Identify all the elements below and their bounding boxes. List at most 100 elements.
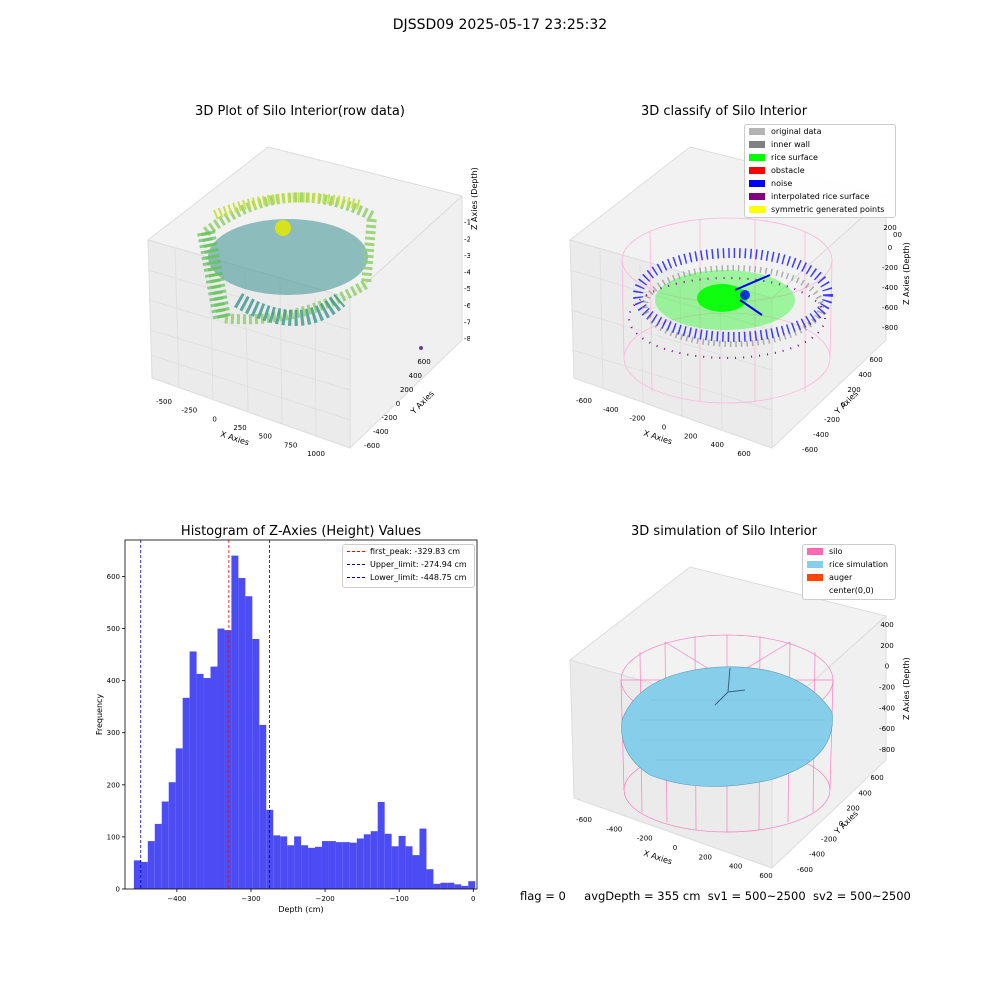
panel2-silo-wireframe [621, 217, 833, 404]
panel2-xtick: 200 [684, 432, 697, 440]
panel4-legend-label: auger [829, 573, 853, 582]
histogram-legend: first_peak: -329.83 cm Upper_limit: -274.… [342, 544, 475, 588]
panel2-legend-entry: original data [745, 125, 895, 138]
panel2-xtick: 600 [737, 450, 750, 458]
histogram-bar [461, 885, 469, 889]
histogram-xtick: −100 [390, 895, 409, 903]
panel1-zlabel: Z Axies (Depth) [470, 167, 479, 230]
histogram-bar [454, 884, 462, 889]
panel1-right-pane [349, 194, 463, 450]
panel2-ztick: -400 [882, 284, 898, 292]
histogram-xtick: −200 [315, 895, 334, 903]
panel1-3d-plot: 0 -100 -200 -300 -400 -500 -600 -700 -800 -500 -2… [146, 146, 470, 458]
histogram-ytick: 200 [107, 781, 120, 789]
panel4-legend-label: silo [829, 547, 843, 556]
panel2-ztick: 0 [888, 244, 892, 252]
panel4-legend-swatch [807, 561, 823, 568]
panel4-ytick: 600 [870, 774, 883, 782]
panel4-ztick: -800 [879, 746, 895, 754]
histogram-xtick: −300 [241, 895, 260, 903]
histogram-legend-line [347, 564, 365, 565]
histogram-bar [203, 678, 211, 889]
panel2-ztick: -600 [882, 304, 898, 312]
histogram-legend-label: first_peak: -329.83 cm [370, 547, 461, 556]
rice-simulation-surface [621, 666, 833, 787]
panel2-legend-label: obstacle [771, 166, 805, 175]
panel4-xtick: -400 [606, 825, 622, 833]
panel4-xtick: -200 [637, 835, 653, 843]
panel2-legend-entry: rice surface [745, 151, 895, 164]
panel1-ytick: 400 [409, 372, 422, 380]
panel2-legend-swatch [749, 141, 765, 148]
panel2-xtick: -600 [576, 397, 592, 405]
histogram-ylabel: Frequency [95, 694, 104, 736]
panel4-legend-entry: rice simulation [803, 558, 895, 571]
panel1-xtick: -250 [181, 407, 197, 415]
panel4-xtick: 200 [699, 853, 712, 861]
panel4-zlabel: Z Axies (Depth) [902, 657, 911, 720]
histogram-bar [391, 846, 399, 889]
panel2-legend: original data inner wall rice surface obsta… [744, 124, 896, 218]
panel2-xtick: 400 [711, 441, 724, 449]
panel2-legend-label: interpolated rice surface [771, 192, 870, 201]
panel2-ytick: 400 [858, 371, 871, 379]
histogram-legend-entry: first_peak: -329.83 cm [343, 545, 474, 558]
histogram-bar [189, 651, 197, 889]
histogram-bar [154, 823, 162, 889]
histogram-bar [273, 835, 281, 889]
panel4-ytick: 0 [839, 820, 843, 828]
panel4-legend-swatch [807, 587, 823, 594]
panel2-wall-points [642, 265, 824, 347]
histogram-bar [301, 845, 309, 889]
panel2-xtick: -400 [603, 406, 619, 414]
panel4-ytick: -400 [809, 851, 825, 859]
panel1-ztick: -300 [464, 252, 470, 260]
histogram-legend-entry: Lower_limit: -448.75 cm [343, 571, 474, 584]
panel2-ytick: -200 [824, 416, 840, 424]
histogram-bar [210, 666, 218, 889]
panel3-title: Histogram of Z-Axies (Height) Values [180, 524, 422, 539]
panel2-zlabel: Z Axies (Depth) [902, 242, 911, 305]
panel1-wall-points [200, 192, 378, 325]
panel1-xtick: -500 [156, 398, 172, 406]
histogram-xtick: 0 [471, 895, 475, 903]
panel4-legend-swatch [807, 574, 823, 581]
histogram-bar [468, 881, 476, 889]
panel2-legend-entry: noise [745, 177, 895, 190]
histogram-bar [294, 836, 302, 889]
panel4-ztick: 0 [885, 663, 889, 671]
histogram-bar [287, 845, 295, 889]
panel2-xtick: -200 [629, 415, 645, 423]
panel4-legend-label: center(0,0) [829, 586, 874, 595]
histogram-bar [335, 842, 343, 889]
histogram-bar [238, 578, 246, 889]
panel2-legend-label: symmetric generated points [771, 205, 885, 214]
panel4-legend-entry: auger [803, 571, 895, 584]
panel1-xtick: 250 [233, 424, 246, 432]
histogram-bar [217, 628, 225, 889]
panel1-ztick: -400 [464, 269, 470, 277]
panel2-ytick: 200 [847, 386, 860, 394]
panel4-ztick: 200 [880, 642, 893, 650]
panel2-title: 3D classify of Silo Interior [640, 104, 808, 119]
histogram-xlabel: Depth (cm) [278, 905, 323, 914]
panel1-ytick: 200 [400, 386, 413, 394]
histogram-bar [349, 842, 357, 889]
panel4-ytick: -200 [821, 835, 837, 843]
histogram-bar [405, 846, 413, 889]
status-line: flag = 0 avgDepth = 355 cm sv1 = 500~250… [520, 889, 911, 903]
panel2-legend-entry: symmetric generated points [745, 203, 895, 216]
panel2-legend-swatch [749, 167, 765, 174]
panel2-ztick: -800 [882, 324, 898, 332]
panel2-legend-entry: obstacle [745, 164, 895, 177]
panel1-ytick: 600 [417, 358, 430, 366]
histogram-bar [440, 882, 448, 889]
histogram-ytick: 0 [116, 886, 120, 894]
panel1-title: 3D Plot of Silo Interior(row data) [195, 104, 405, 119]
panel4-ztick: -200 [879, 684, 895, 692]
histogram-legend-line [347, 577, 365, 578]
histogram-bar [224, 630, 232, 889]
histogram-bar [133, 860, 141, 889]
histogram-ytick: 300 [107, 729, 120, 737]
